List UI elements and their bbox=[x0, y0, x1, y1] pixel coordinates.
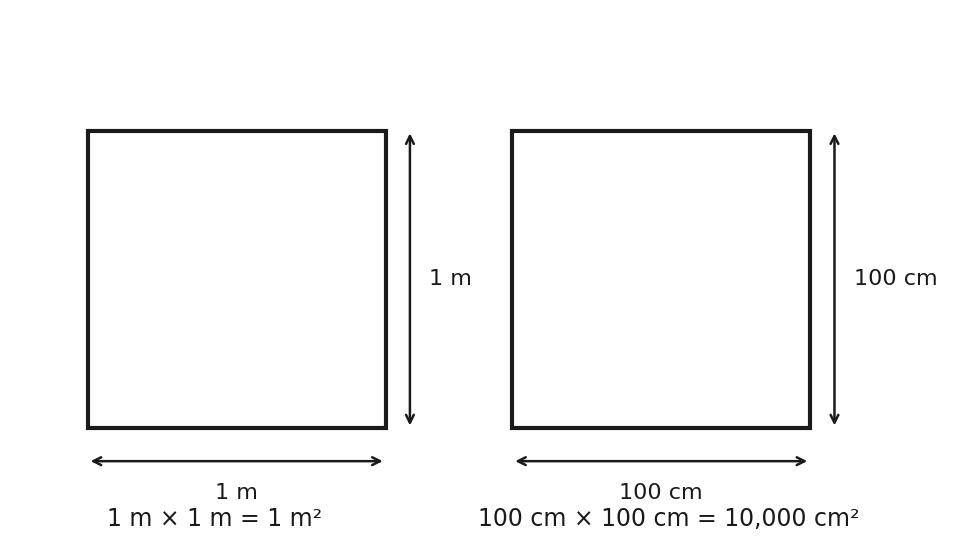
Text: 100 cm: 100 cm bbox=[854, 270, 938, 289]
Text: 1 m: 1 m bbox=[429, 270, 472, 289]
Text: 100 cm: 100 cm bbox=[620, 483, 703, 503]
Bar bbox=[512, 131, 810, 428]
Text: 1 m: 1 m bbox=[216, 483, 258, 503]
Text: 1 m × 1 m = 1 m²: 1 m × 1 m = 1 m² bbox=[107, 507, 322, 531]
Text: 100 cm × 100 cm = 10,000 cm²: 100 cm × 100 cm = 10,000 cm² bbox=[478, 507, 859, 531]
Bar bbox=[88, 131, 386, 428]
